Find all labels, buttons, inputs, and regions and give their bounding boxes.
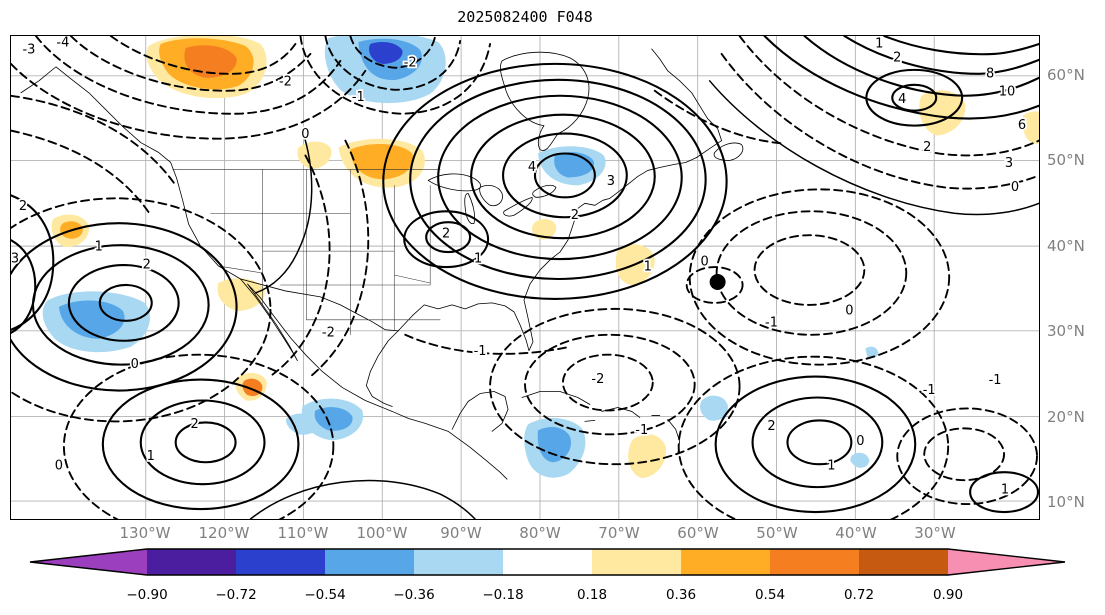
colorbar-tick-label: 0.90 — [933, 587, 963, 603]
contour-label: -1 — [352, 90, 365, 105]
contour-label: 8 — [986, 66, 994, 81]
y-tick-label: 30°N — [1047, 322, 1085, 340]
contour-label: 4 — [898, 92, 906, 107]
contour-map-canvas: -3 -4-20-1-223120-2224311-1-2-10-10-1-121… — [11, 36, 1039, 519]
x-tick-label: 110°W — [277, 524, 329, 542]
contour-label: -3 — [22, 42, 35, 57]
contour-label: 3 — [1005, 156, 1013, 171]
x-tick-label: 70°W — [598, 524, 640, 542]
colorbar-tick-label: −0.72 — [215, 587, 256, 603]
colorbar-tick-label: −0.54 — [304, 587, 345, 603]
contour-label: 0 — [845, 303, 853, 318]
contour-label: 2 — [893, 50, 901, 65]
contour-label: 1 — [875, 36, 883, 51]
y-tick-label: 20°N — [1047, 408, 1085, 426]
contour-label: -4 — [56, 36, 69, 50]
y-tick-label: 40°N — [1047, 237, 1085, 255]
contour-label: 1 — [644, 260, 652, 275]
contour-label: 4 — [528, 160, 536, 175]
colorbar-outline — [29, 548, 1066, 576]
contour-label: 2 — [19, 199, 27, 214]
colorbar-segment — [414, 549, 503, 575]
x-tick-label: 80°W — [519, 524, 561, 542]
contour-label: 1 — [95, 240, 103, 255]
contour-label: 1 — [827, 459, 835, 474]
colorbar-segment — [325, 549, 414, 575]
x-tick-label: 130°W — [119, 524, 171, 542]
contour-label: 2 — [767, 419, 775, 434]
contour-label: -2 — [404, 55, 417, 70]
colorbar-segment — [681, 549, 770, 575]
x-tick-label: 100°W — [356, 524, 408, 542]
x-tick-label: 90°W — [440, 524, 482, 542]
colorbar-segment — [236, 549, 325, 575]
contour-label: -1 — [989, 373, 1002, 388]
contour-label: 10 — [999, 84, 1016, 99]
colorbar-segment — [770, 549, 859, 575]
contour-label: 2 — [191, 417, 199, 432]
x-tick-label: 60°W — [677, 524, 719, 542]
contour-label: -2 — [279, 74, 292, 89]
contour-label: -1 — [923, 383, 936, 398]
y-tick-label: 10°N — [1047, 493, 1085, 511]
x-tick-label: 40°W — [835, 524, 877, 542]
contour-label: 6 — [1018, 118, 1026, 133]
contours-and-coastlines — [11, 36, 1039, 519]
contour-label: -1 — [635, 423, 648, 438]
x-tick-label: 30°W — [914, 524, 956, 542]
contour-label: 2 — [923, 140, 931, 155]
colorbar-tick-label: 0.36 — [666, 587, 696, 603]
contour-label: 0 — [55, 459, 63, 474]
colorbar-tick-label: −0.18 — [482, 587, 523, 603]
contour-label: 0 — [1011, 180, 1019, 195]
colorbar-extend-left — [30, 549, 147, 575]
contour-label: 2 — [571, 208, 579, 223]
contour-label: 1 — [147, 449, 155, 464]
colorbar-tick-label: 0.18 — [577, 587, 607, 603]
contour-label: -2 — [591, 372, 604, 387]
colorbar-tick-label: −0.90 — [126, 587, 167, 603]
colorbar-tick-label: 0.72 — [844, 587, 874, 603]
colorbar-segment — [592, 549, 681, 575]
contour-label: 0 — [701, 255, 709, 270]
contour-label: 0 — [856, 434, 864, 449]
contour-label: 1 — [1001, 483, 1009, 498]
colorbar: −0.90 −0.72 −0.54 −0.36 −0.18 0.18 0.36 0.54 0.7… — [29, 548, 1066, 603]
contour-label: 1 — [474, 252, 482, 267]
y-tick-label: 50°N — [1047, 151, 1085, 169]
figure-title: 2025082400 F048 — [457, 8, 593, 26]
analysis-point-marker — [709, 274, 726, 290]
y-tick-label: 60°N — [1047, 66, 1085, 84]
colorbar-tick-label: 0.54 — [755, 587, 785, 603]
x-tick-label: 50°W — [756, 524, 798, 542]
contour-labels: -3 -4-20-1-223120-2224311-1-2-10-10-1-121… — [11, 36, 1028, 499]
colorbar-extend-right — [948, 549, 1065, 575]
contour-label: 2 — [442, 227, 450, 242]
colorbar-segment — [147, 549, 236, 575]
contour-label: -1 — [765, 315, 778, 330]
contour-label: 3 — [607, 174, 615, 189]
colorbar-segment — [503, 549, 592, 575]
contour-label: -1 — [474, 344, 487, 359]
colorbar-tick-label: −0.36 — [393, 587, 434, 603]
contour-label: 2 — [143, 258, 151, 273]
contour-label: 0 — [301, 127, 309, 142]
contour-label: -2 — [322, 325, 335, 340]
colorbar-segment — [859, 549, 948, 575]
contour-label: 3 — [11, 252, 19, 267]
x-tick-label: 120°W — [198, 524, 250, 542]
map-panel: -3 -4 -2 0 -1 -2 2 3 1 2 0 -2 2 2 4 3 1 1 -1 -2 -1 0 -1 0 -1 -1 2 1… — [10, 35, 1040, 520]
contour-label: 0 — [131, 357, 139, 372]
